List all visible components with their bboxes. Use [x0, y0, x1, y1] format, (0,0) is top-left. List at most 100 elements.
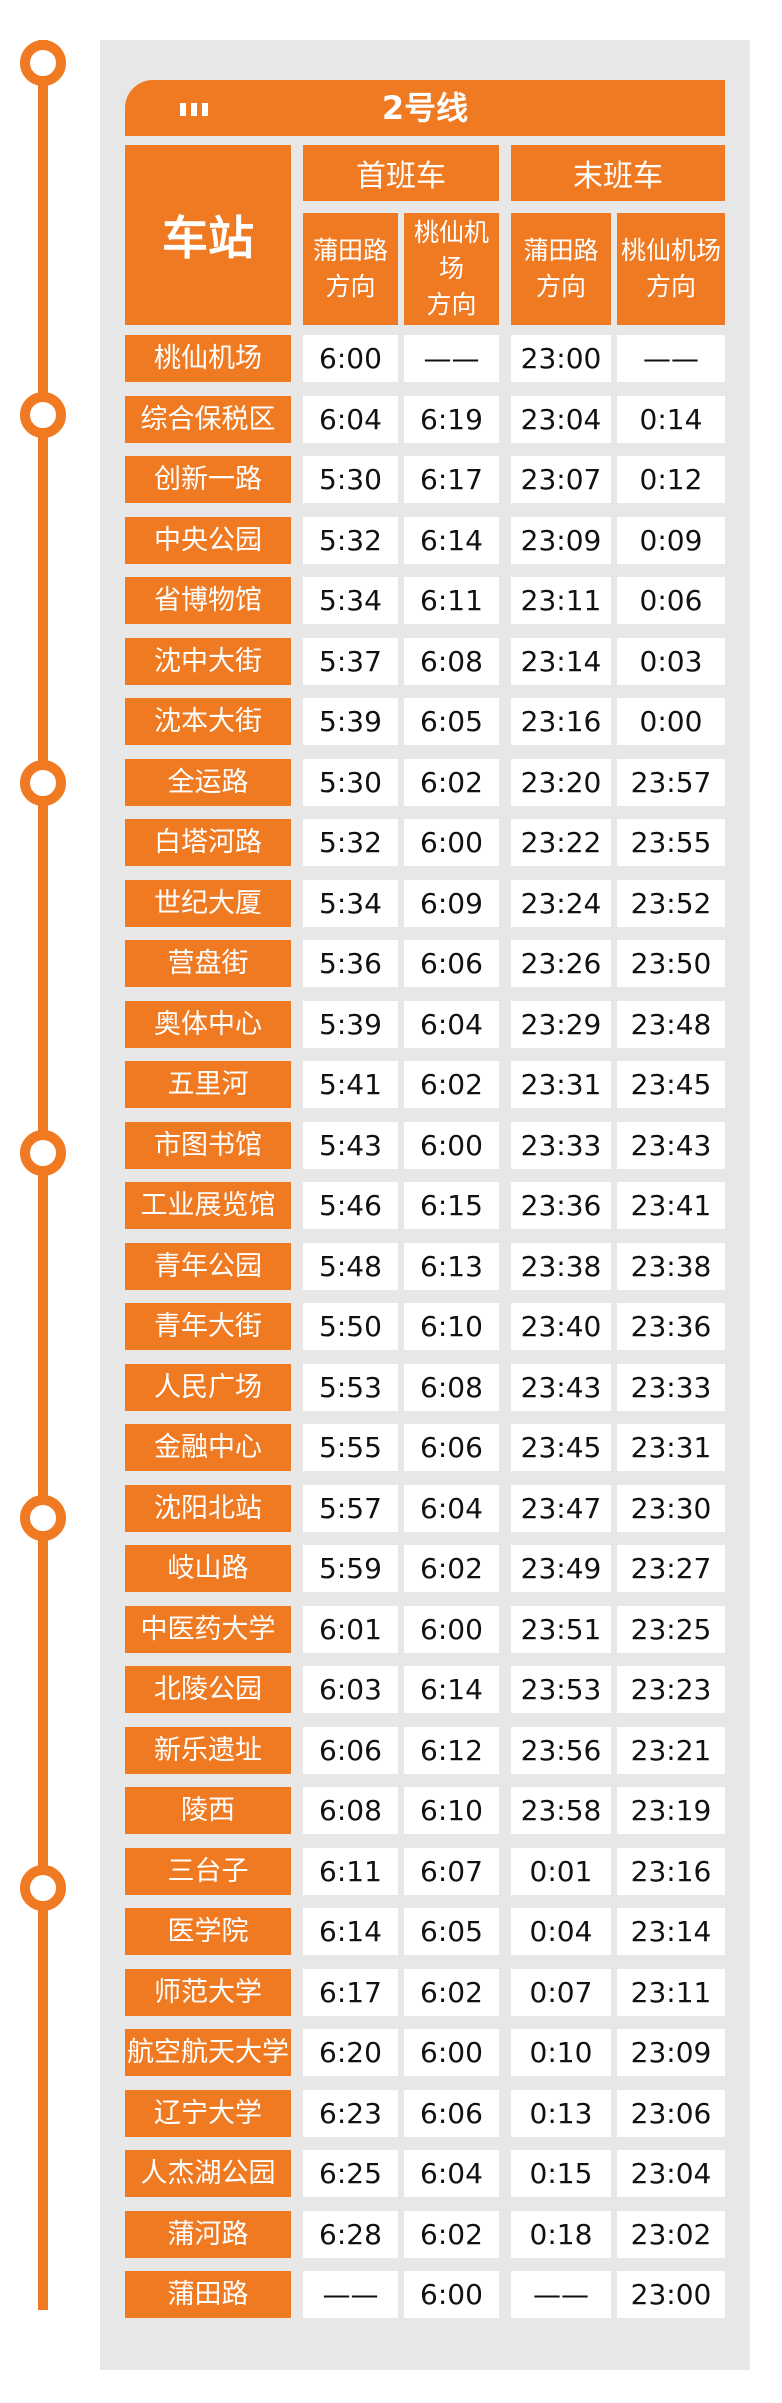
- table-row: 青年大街 5:50 6:10 23:40 23:36: [125, 1303, 725, 1350]
- last-train-putianlu-time: 23:09: [511, 516, 611, 564]
- station-column-header: 车站: [125, 145, 291, 325]
- station-name: 营盘街: [125, 940, 291, 987]
- table-row: 沈本大街 5:39 6:05 23:16 0:00: [125, 698, 725, 745]
- last-train-airport-time: 23:11: [617, 1968, 725, 2016]
- menu-dots-icon: [180, 101, 213, 120]
- station-name: 市图书馆: [125, 1121, 291, 1169]
- last-train-airport-time: 0:09: [617, 516, 725, 564]
- first-train-airport-time: 6:06: [404, 1424, 499, 1471]
- last-train-putianlu-time: 23:29: [511, 1000, 611, 1048]
- first-train-airport-time: 6:06: [404, 940, 499, 987]
- last-train-putianlu-time: 23:43: [511, 1363, 611, 1411]
- station-ring-icon: [20, 1130, 66, 1176]
- last-train-putianlu-time: 23:58: [511, 1787, 611, 1834]
- first-train-airport-time: 6:02: [404, 758, 499, 806]
- first-train-putianlu-time: 6:23: [303, 2089, 398, 2137]
- last-train-airport-time: 23:16: [617, 1847, 725, 1895]
- station-name: 人杰湖公园: [125, 2150, 291, 2197]
- last-train-airport-time: 23:48: [617, 1000, 725, 1048]
- line-title: 2号线: [381, 89, 469, 127]
- last-train-putianlu-time: 23:53: [511, 1666, 611, 1713]
- station-name: 沈阳北站: [125, 1484, 291, 1532]
- first-train-putianlu-time: 5:59: [303, 1545, 398, 1592]
- first-train-putianlu-time: 5:30: [303, 456, 398, 503]
- last-train-putianlu-time: 23:20: [511, 758, 611, 806]
- last-train-putianlu-time: 0:15: [511, 2150, 611, 2197]
- first-train-putianlu-time: 5:55: [303, 1424, 398, 1471]
- last-train-airport-time: 23:04: [617, 2150, 725, 2197]
- first-train-putianlu-time: 6:11: [303, 1847, 398, 1895]
- last-train-header: 末班车: [511, 145, 725, 201]
- last-train-airport-time: 23:00: [617, 2271, 725, 2318]
- first-train-airport-time: 6:11: [404, 577, 499, 624]
- first-train-airport-time: 6:14: [404, 516, 499, 564]
- last-train-putianlu-time: 23:16: [511, 698, 611, 745]
- station-ring-icon: [20, 40, 66, 86]
- station-name: 五里河: [125, 1061, 291, 1108]
- first-train-airport-time: 6:04: [404, 1000, 499, 1048]
- table-row: 辽宁大学 6:23 6:06 0:13 23:06: [125, 2089, 725, 2137]
- last-train-putianlu-time: 23:11: [511, 577, 611, 624]
- first-train-putianlu-time: 5:32: [303, 819, 398, 866]
- first-train-putianlu-time: 6:06: [303, 1726, 398, 1774]
- first-train-airport-time: 6:00: [404, 819, 499, 866]
- first-train-putianlu-time: 6:00: [303, 335, 398, 382]
- table-row: 人杰湖公园 6:25 6:04 0:15 23:04: [125, 2150, 725, 2197]
- station-name: 青年大街: [125, 1303, 291, 1350]
- first-train-header: 首班车: [303, 145, 499, 201]
- last-train-airport-time: 23:41: [617, 1182, 725, 1229]
- last-train-putianlu-time: 23:38: [511, 1242, 611, 1290]
- first-train-putianlu-time: 5:41: [303, 1061, 398, 1108]
- table-row: 五里河 5:41 6:02 23:31 23:45: [125, 1061, 725, 1108]
- station-name: 省博物馆: [125, 577, 291, 624]
- last-train-airport-time: 23:45: [617, 1061, 725, 1108]
- first-train-airport-time: 6:05: [404, 1908, 499, 1955]
- table-row: 师范大学 6:17 6:02 0:07 23:11: [125, 1968, 725, 2016]
- first-train-airport-time: 6:14: [404, 1666, 499, 1713]
- first-train-putianlu-time: 5:37: [303, 637, 398, 685]
- watermark: 九游网: [6, 2379, 55, 2398]
- table-row: 青年公园 5:48 6:13 23:38 23:38: [125, 1242, 725, 1290]
- station-name: 师范大学: [125, 1968, 291, 2016]
- station-name: 医学院: [125, 1908, 291, 1955]
- last-train-airport-time: 23:36: [617, 1303, 725, 1350]
- table-row: 蒲田路 —— 6:00 —— 23:00: [125, 2271, 725, 2318]
- table-row: 沈阳北站 5:57 6:04 23:47 23:30: [125, 1484, 725, 1532]
- last-train-airport-time: 23:55: [617, 819, 725, 866]
- last-train-airport-time: 0:03: [617, 637, 725, 685]
- last-train-airport-direction: 桃仙机场 方向: [617, 213, 725, 325]
- last-train-putianlu-time: 23:24: [511, 879, 611, 927]
- station-ring-icon: [20, 392, 66, 438]
- station-name: 陵西: [125, 1787, 291, 1834]
- station-ring-icon: [20, 1865, 66, 1911]
- table-row: 蒲河路 6:28 6:02 0:18 23:02: [125, 2210, 725, 2258]
- station-name: 金融中心: [125, 1424, 291, 1471]
- station-name: 世纪大厦: [125, 879, 291, 927]
- last-train-airport-time: 23:14: [617, 1908, 725, 1955]
- table-row: 省博物馆 5:34 6:11 23:11 0:06: [125, 577, 725, 624]
- station-name: 沈中大街: [125, 637, 291, 685]
- table-row: 陵西 6:08 6:10 23:58 23:19: [125, 1787, 725, 1834]
- station-name: 桃仙机场: [125, 335, 291, 382]
- last-train-putianlu-time: 23:22: [511, 819, 611, 866]
- table-row: 综合保税区 6:04 6:19 23:04 0:14: [125, 395, 725, 443]
- station-name: 白塔河路: [125, 819, 291, 866]
- last-train-putianlu-time: 0:01: [511, 1847, 611, 1895]
- last-train-airport-time: 0:06: [617, 577, 725, 624]
- station-name: 航空航天大学: [125, 2029, 291, 2076]
- first-train-airport-time: 6:07: [404, 1847, 499, 1895]
- table-row: 创新一路 5:30 6:17 23:07 0:12: [125, 456, 725, 503]
- last-train-putianlu-time: 23:40: [511, 1303, 611, 1350]
- first-train-airport-time: 6:15: [404, 1182, 499, 1229]
- last-train-airport-time: 23:09: [617, 2029, 725, 2076]
- table-row: 岐山路 5:59 6:02 23:49 23:27: [125, 1545, 725, 1592]
- first-train-airport-time: 6:13: [404, 1242, 499, 1290]
- station-name: 全运路: [125, 758, 291, 806]
- last-train-airport-time: 23:25: [617, 1605, 725, 1653]
- first-train-airport-time: 6:00: [404, 1605, 499, 1653]
- first-train-putianlu-time: 5:32: [303, 516, 398, 564]
- last-train-putianlu-time: 23:51: [511, 1605, 611, 1653]
- table-row: 金融中心 5:55 6:06 23:45 23:31: [125, 1424, 725, 1471]
- first-train-airport-time: 6:08: [404, 1363, 499, 1411]
- line-header-bar: [125, 80, 725, 136]
